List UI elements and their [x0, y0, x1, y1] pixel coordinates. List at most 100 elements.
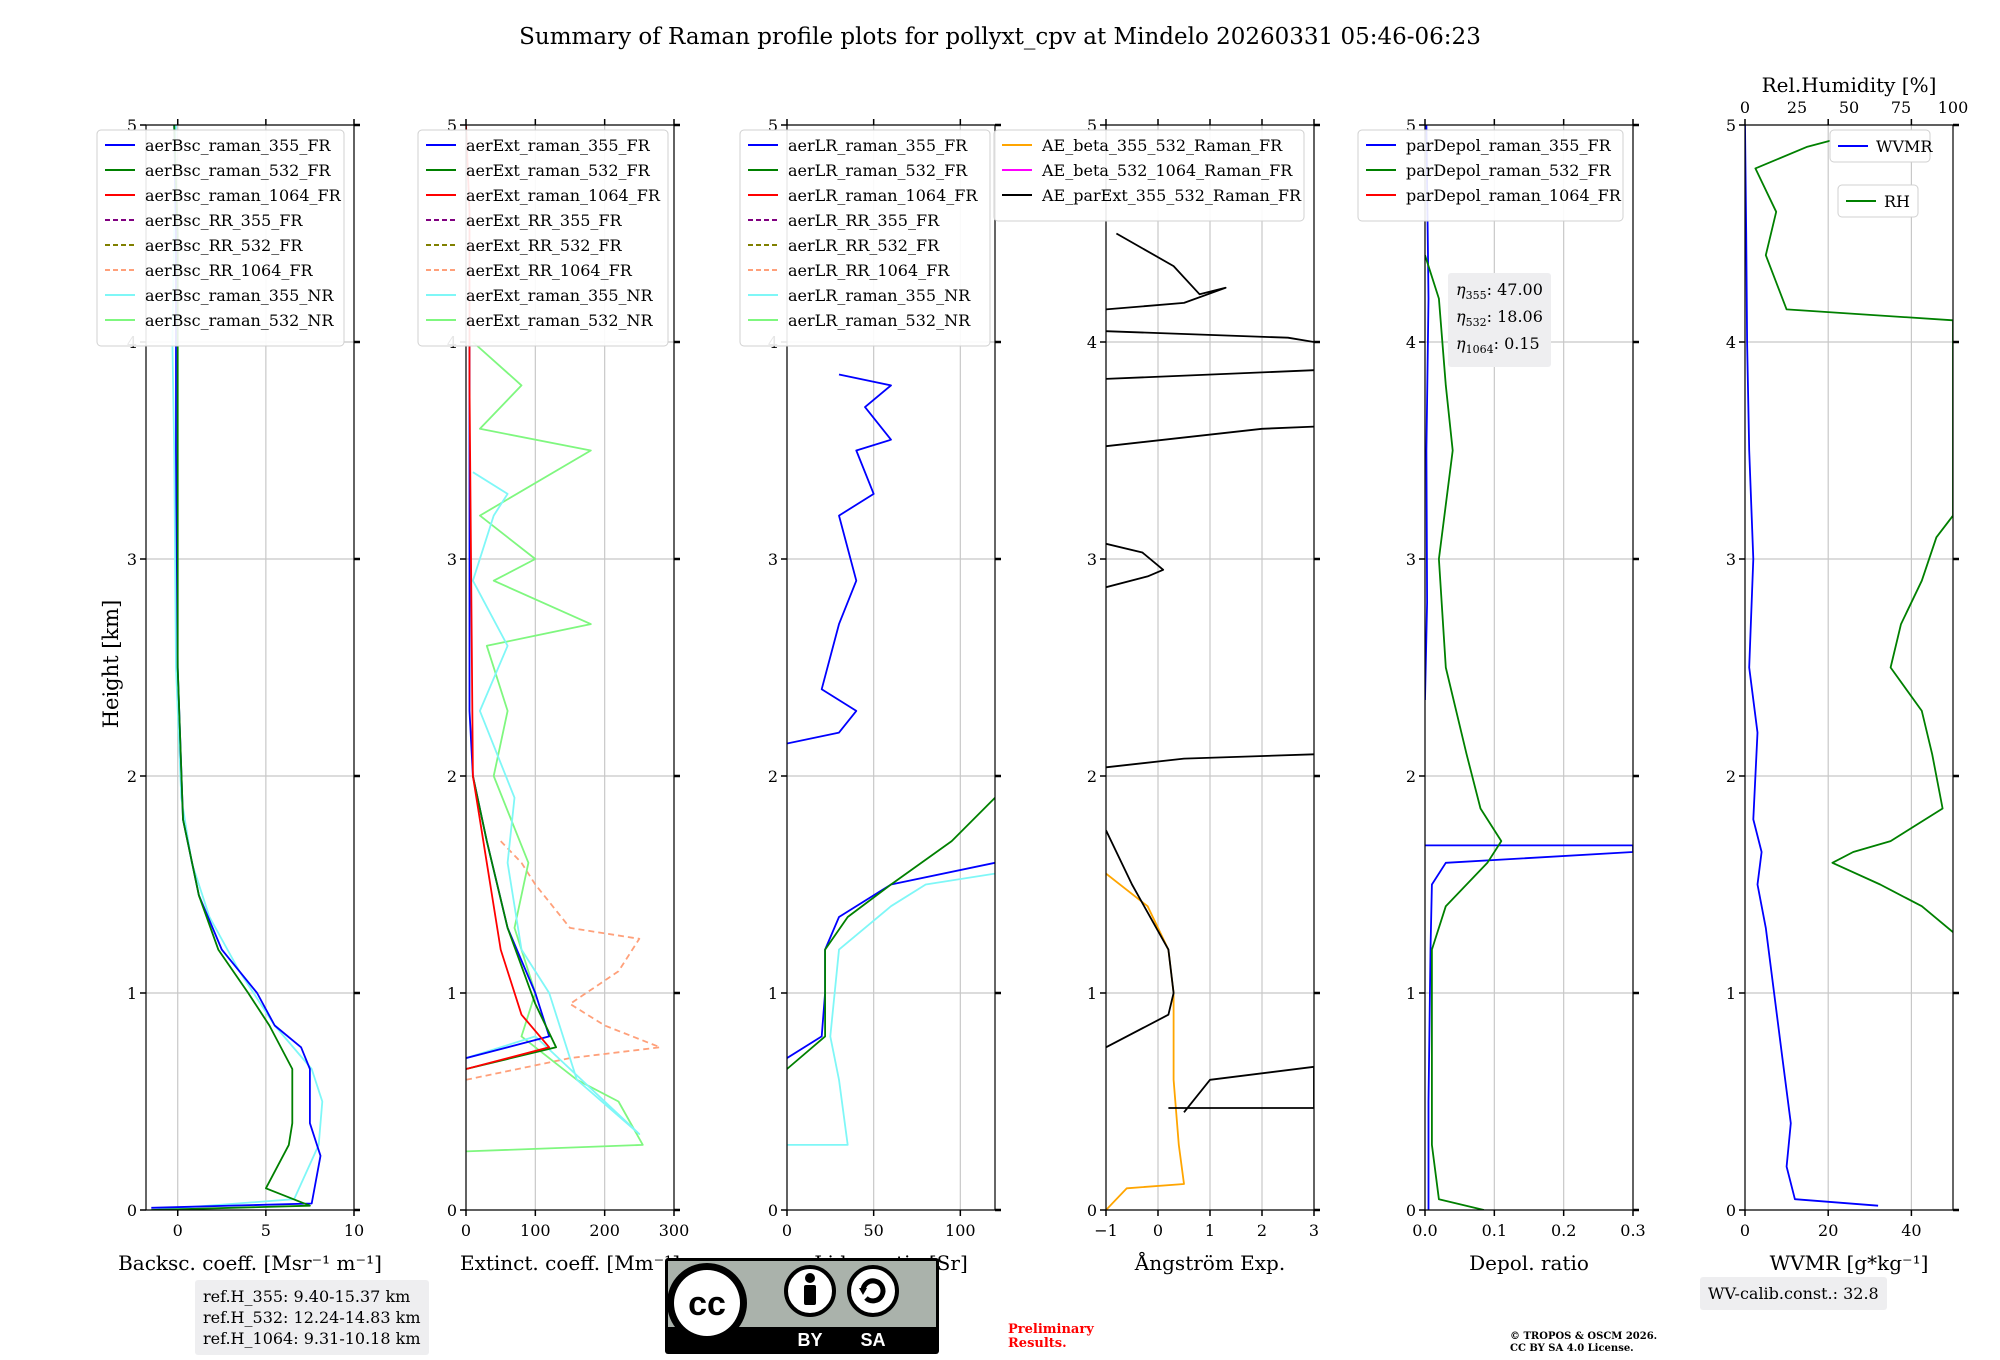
cc-license-badge: cc BY SA: [665, 1258, 939, 1354]
lr-xtick-label: 0: [782, 1221, 792, 1240]
depol-frame: [1424, 124, 1634, 1211]
depol-legend-box: [1357, 129, 1624, 222]
wvmr-ytick-label: 2: [1726, 767, 1736, 786]
ext-legend-label: aerExt_raman_532_NR: [466, 311, 654, 330]
wvmr-top-xtick-label: 100: [1938, 98, 1969, 117]
lr-ytick-label: 0: [768, 1201, 778, 1220]
ext-xtick-label: 300: [659, 1221, 690, 1240]
ae-xlabel: Ångström Exp.: [1134, 1250, 1285, 1275]
bsc-legend-label: aerBsc_RR_532_FR: [145, 236, 303, 255]
wvmr-xlabel: WVMR [g*kg⁻¹]: [1770, 1251, 1929, 1275]
lr-xtick-label: 50: [863, 1221, 883, 1240]
depol-xtick-label: 0.1: [1482, 1221, 1507, 1240]
lr-legend-label: aerLR_raman_1064_FR: [788, 186, 978, 205]
wvmr-top-xtick-label: 25: [1787, 98, 1807, 117]
series-aerBsc_raman_532_FR: [151, 125, 311, 1210]
y-axis-label: Height [km]: [99, 600, 123, 729]
lr-ytick-label: 1: [768, 984, 778, 1003]
ae-legend-label: AE_parExt_355_532_Raman_FR: [1041, 186, 1302, 205]
series-AE_parExt_355_532_Raman_FR_d: [1106, 542, 1165, 589]
ae-legend: AE_beta_355_532_Raman_FR AE_beta_532_1064…: [993, 129, 1305, 222]
depol-legend-label: parDepol_raman_532_FR: [1406, 161, 1612, 180]
series-AE_parExt_355_532_Raman_FR_b: [1106, 829, 1175, 1049]
series-AE_beta_355_532_Raman_FR: [1106, 872, 1185, 1210]
bsc-ytick-label: 5: [127, 116, 137, 135]
bsc-ytick-label: 1: [127, 984, 137, 1003]
refh-532: ref.H_532: 12.24-14.83 km: [203, 1308, 421, 1327]
sa-label: SA: [860, 1330, 885, 1350]
bsc-xlabel: Backsc. coeff. [Msr⁻¹ m⁻¹]: [118, 1251, 382, 1275]
lr-legend-label: aerLR_raman_532_FR: [788, 161, 968, 180]
depol-xtick-label: 0.3: [1620, 1221, 1645, 1240]
wvmr-ytick-label: 3: [1726, 550, 1736, 569]
lr-ytick-label: 3: [768, 550, 778, 569]
ae-xtick-label: 2: [1257, 1221, 1267, 1240]
ae-legend-box: [993, 129, 1305, 222]
figure-title: Summary of Raman profile plots for polly…: [519, 24, 1481, 50]
lr-ytick-label: 2: [768, 767, 778, 786]
eta-1064: η1064: 0.15: [1456, 334, 1540, 357]
series-parDepol_raman_355_FR: [1425, 844, 1633, 1210]
bsc-ytick-label: 2: [127, 767, 137, 786]
wvmr-xtick-label: 20: [1818, 1221, 1838, 1240]
wvmr-ytick-label: 1: [1726, 984, 1736, 1003]
wvmr-legend-label: RH: [1884, 192, 1910, 211]
ext-frame: [465, 124, 675, 1211]
ext-legend-label: aerExt_raman_532_FR: [466, 161, 651, 180]
series-parDepol_raman_532_FR: [1425, 254, 1503, 1210]
wvmr-ytick-label: 5: [1726, 116, 1736, 135]
ae-legend-label: AE_beta_355_532_Raman_FR: [1041, 136, 1283, 155]
series-AE_parExt_355_532_Raman_FR_e: [1106, 425, 1314, 448]
series-aerExt_RR_1064_FR: [466, 840, 661, 1081]
panel-bsc: 0123450510Backsc. coeff. [Msr⁻¹ m⁻¹]aerB…: [96, 116, 382, 1275]
lr-frame: [786, 124, 996, 1211]
lr-legend-box: [739, 129, 991, 347]
series-aerExt_raman_355_NR: [466, 471, 641, 1135]
series-aerLR_raman_355_FR_upper: [787, 373, 892, 745]
series-aerLR_raman_355_FR: [787, 861, 995, 1059]
depol-legend-label: parDepol_raman_355_FR: [1406, 136, 1612, 155]
wvmr-legend-label: WVMR: [1876, 137, 1933, 156]
series-AE_parExt_355_532_Raman_FR_c: [1106, 753, 1314, 769]
wvmr-top-xtick-label: 75: [1891, 98, 1911, 117]
ae-ytick-label: 3: [1087, 550, 1097, 569]
wvmr-frame: [1744, 124, 1954, 1211]
series-AE_parExt_355_532_Raman_FR_h: [1106, 232, 1227, 311]
ext-xtick-label: 0: [461, 1221, 471, 1240]
bsc-legend-label: aerBsc_raman_1064_FR: [145, 186, 342, 205]
wvmr-top-xtick-label: 50: [1839, 98, 1859, 117]
lr-legend-label: aerLR_RR_532_FR: [788, 236, 940, 255]
wvmr-xtick-label: 40: [1901, 1221, 1921, 1240]
lr-legend-label: aerLR_raman_355_NR: [788, 286, 971, 305]
depol-xtick-label: 0.2: [1551, 1221, 1576, 1240]
series-AE_parExt_355_532_Raman_FR: [1168, 1065, 1314, 1113]
depol-ytick-label: 1: [1406, 984, 1416, 1003]
series-aerBsc_raman_355_FR: [151, 125, 322, 1209]
bsc-xtick-label: 0: [173, 1221, 183, 1240]
bsc-legend-label: aerBsc_raman_532_FR: [145, 161, 331, 180]
ext-legend: aerExt_raman_355_FR aerExt_raman_532_FRae…: [417, 129, 669, 347]
ae-xtick-label: −1: [1094, 1221, 1118, 1240]
bsc-xtick-label: 5: [261, 1221, 271, 1240]
depol-ytick-label: 0: [1406, 1201, 1416, 1220]
copyright-note: © TROPOS & OSCM 2026. CC BY SA 4.0 Licen…: [1510, 1331, 1657, 1355]
copyright-line-1: © TROPOS & OSCM 2026.: [1510, 1331, 1658, 1342]
by-label: BY: [797, 1330, 822, 1350]
ae-ytick-label: 4: [1087, 333, 1097, 352]
ext-legend-label: aerExt_raman_355_FR: [466, 136, 651, 155]
depol-legend-label: parDepol_raman_1064_FR: [1406, 186, 1622, 205]
series-AE_parExt_355_532_Raman_FR_g: [1106, 330, 1314, 343]
wvmr-legend: WVMR RH: [1829, 129, 1933, 218]
wv-calib-box: WV-calib.const.: 32.8: [1700, 1277, 1887, 1310]
ae-xtick-label: 0: [1153, 1221, 1163, 1240]
depol-xlabel: Depol. ratio: [1469, 1251, 1589, 1275]
series-RH: [1754, 134, 1953, 933]
series-WVMR: [1745, 125, 1879, 1207]
wvmr-top-xlabel: Rel.Humidity [%]: [1762, 73, 1937, 97]
wvmr-xtick-label: 0: [1740, 1221, 1750, 1240]
panels-group: 0123450510Backsc. coeff. [Msr⁻¹ m⁻¹]aerB…: [96, 73, 1968, 1275]
bsc-ytick-label: 0: [127, 1201, 137, 1220]
bsc-frame: [145, 124, 355, 1211]
